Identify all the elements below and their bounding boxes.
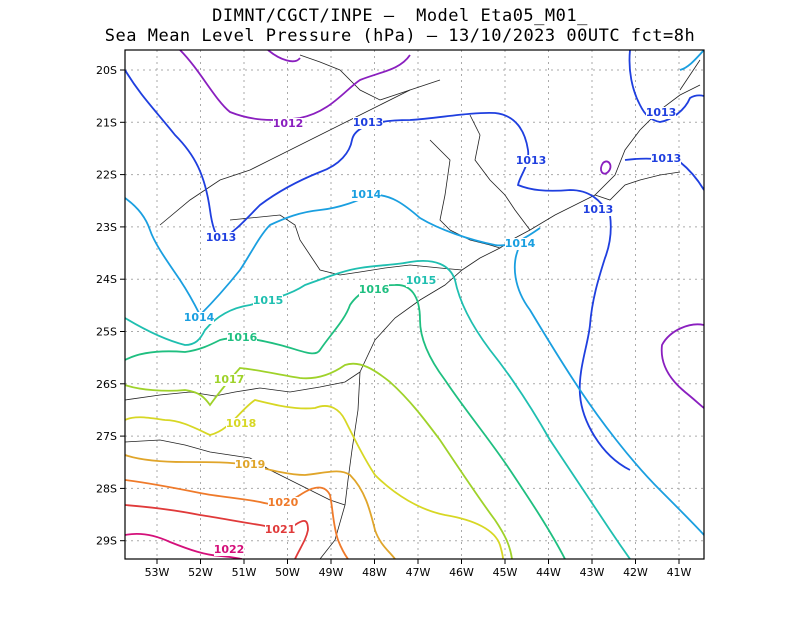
- contour-label: 1017: [214, 373, 245, 386]
- contour-label-bg: [265, 524, 295, 536]
- x-tick-label: 46W: [449, 566, 474, 579]
- contour-label-bg: [214, 374, 244, 386]
- map-title-line-1: DIMNT/CGCT/INPE – Model Eta05_M01_: [212, 6, 588, 26]
- isobar-1018: [125, 399, 504, 559]
- isobar-1022: [125, 532, 243, 559]
- y-tick-label: 25S: [96, 326, 117, 339]
- contour-label: 1015: [406, 274, 437, 287]
- y-tick-label: 21S: [96, 116, 117, 129]
- isobar-1013-central: [219, 111, 631, 471]
- contour-label-bg: [505, 238, 535, 250]
- contour-label-bg: [214, 544, 244, 556]
- contour-label-bg: [351, 189, 381, 201]
- contour-label: 1014: [505, 237, 536, 250]
- y-tick-label: 23S: [96, 221, 117, 234]
- y-tick-label: 29S: [96, 535, 117, 548]
- contour-label-bg: [227, 332, 257, 344]
- map-title-line-2: Sea Mean Level Pressure (hPa) – 13/10/20…: [104, 26, 696, 46]
- x-tick-label: 43W: [580, 566, 605, 579]
- x-tick-label: 50W: [275, 566, 300, 579]
- contour-labels: 1012 1013 1013 1013 1013 1013 1013 1014 1014 1014…: [184, 106, 682, 556]
- x-tick-label: 49W: [319, 566, 344, 579]
- contour-label: 1013: [646, 106, 677, 119]
- contour-label: 1021: [265, 523, 296, 536]
- y-axis: 20S 21S 22S 23S 24S 25S 26S 27S 28S 29S: [96, 64, 125, 548]
- contour-label: 1014: [351, 188, 382, 201]
- contour-label: 1013: [583, 203, 614, 216]
- contour-label-bg: [651, 153, 681, 165]
- contour-label: 1012: [273, 117, 304, 130]
- x-tick-label: 47W: [406, 566, 431, 579]
- contour-label-bg: [268, 497, 298, 509]
- political-boundaries: [125, 54, 701, 559]
- x-tick-label: 45W: [493, 566, 518, 579]
- contour-label-bg: [184, 312, 214, 324]
- contour-label-bg: [226, 418, 256, 430]
- isobar-1014-south: [513, 244, 704, 536]
- y-tick-label: 24S: [96, 273, 117, 286]
- contour-label: 1013: [651, 152, 682, 165]
- contour-label: 1016: [227, 331, 258, 344]
- isobars: [125, 50, 704, 559]
- contour-label-bg: [516, 155, 546, 167]
- contour-label: 1013: [353, 116, 384, 129]
- x-tick-label: 53W: [145, 566, 170, 579]
- isobar-1013-west: [125, 69, 221, 241]
- map-frame: [124, 49, 705, 560]
- y-tick-label: 20S: [96, 64, 117, 77]
- isobar-1015: [125, 260, 631, 559]
- contour-label: 1014: [184, 311, 215, 324]
- lat-lon-grid: [125, 50, 704, 559]
- isobar-1019: [125, 454, 396, 559]
- x-tick-label: 52W: [188, 566, 213, 579]
- isobar-1014-ne: [679, 50, 704, 71]
- isobar-1013-northeast: [628, 50, 704, 123]
- contour-label-bg: [235, 459, 265, 471]
- x-tick-label: 41W: [667, 566, 692, 579]
- x-tick-label: 51W: [232, 566, 257, 579]
- isobar-1014-upper: [125, 193, 541, 317]
- x-tick-label: 48W: [362, 566, 387, 579]
- y-tick-label: 22S: [96, 169, 117, 182]
- isobar-1012-closed: [600, 160, 612, 175]
- contour-label: 1013: [206, 231, 237, 244]
- contour-label-bg: [583, 204, 613, 216]
- isobar-1012-east: [660, 323, 704, 409]
- contour-label-bg: [206, 232, 236, 244]
- x-tick-label: 42W: [623, 566, 648, 579]
- contour-label: 1018: [226, 417, 257, 430]
- isobar-1017: [125, 362, 513, 559]
- contour-label-bg: [646, 107, 676, 119]
- contour-label: 1019: [235, 458, 266, 471]
- isobar-1020: [125, 479, 349, 559]
- contour-label-bg: [273, 118, 303, 130]
- contour-label: 1013: [516, 154, 547, 167]
- contour-label: 1016: [359, 283, 390, 296]
- contour-label-bg: [353, 117, 383, 129]
- contour-label: 1020: [268, 496, 299, 509]
- x-axis: 53W 52W 51W 50W 49W 48W 47W 46W 45W 44W 43W 42W 41W: [145, 559, 692, 579]
- contour-label: 1015: [253, 294, 284, 307]
- y-tick-label: 26S: [96, 378, 117, 391]
- contour-label-bg: [253, 295, 283, 307]
- y-tick-label: 27S: [96, 430, 117, 443]
- contour-label-bg: [359, 284, 389, 296]
- isobar-1012-north-2: [267, 50, 301, 63]
- y-tick-label: 28S: [96, 482, 117, 495]
- x-tick-label: 44W: [536, 566, 561, 579]
- contour-label: 1022: [214, 543, 245, 556]
- contour-label-bg: [406, 275, 436, 287]
